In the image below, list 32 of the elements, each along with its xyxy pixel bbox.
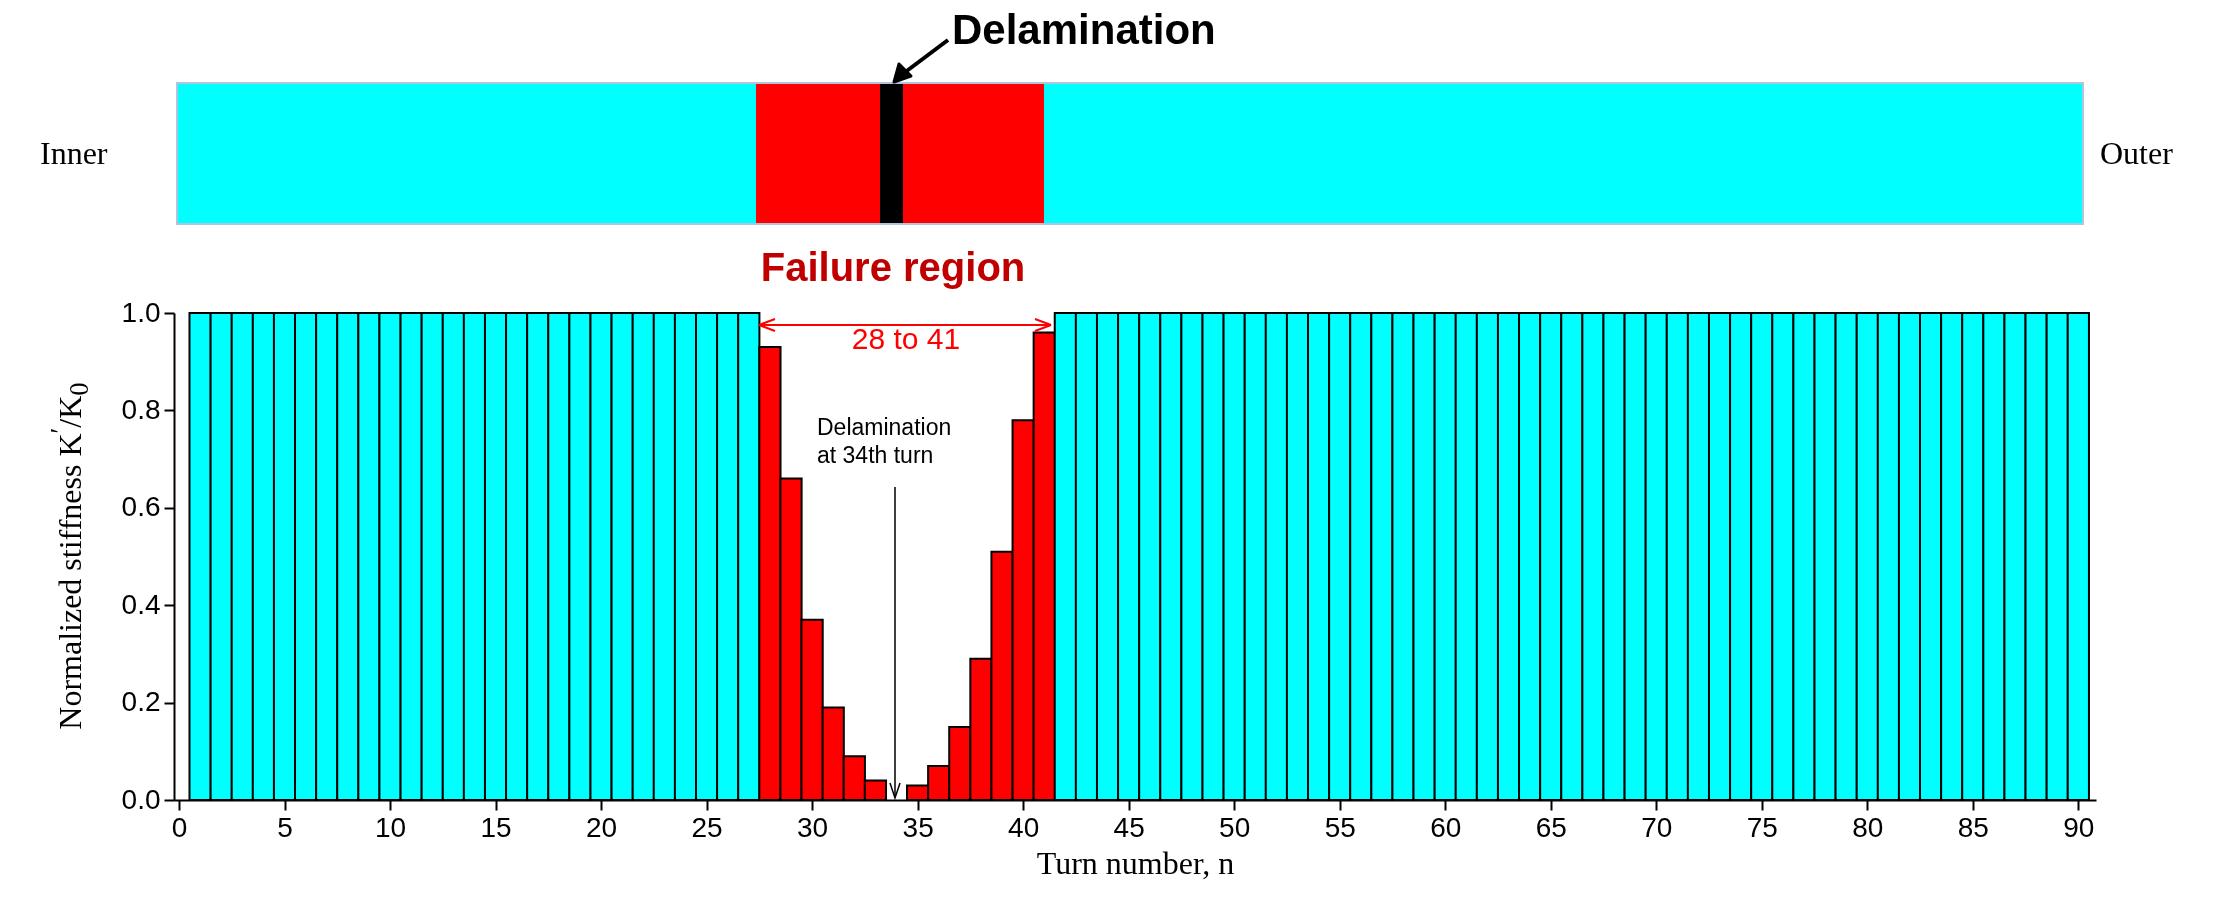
x-tick-label: 65 bbox=[1535, 811, 1567, 843]
x-tick-label: 45 bbox=[1113, 811, 1145, 843]
x-tick-label: 70 bbox=[1641, 811, 1673, 843]
x-tick-label: 90 bbox=[2063, 811, 2095, 843]
annotation: Delamination at 34th turn bbox=[817, 414, 953, 470]
y-tick-label: 0.4 bbox=[121, 588, 161, 620]
x-axis-title: Turn number, n bbox=[1036, 844, 1235, 881]
text: Inner bbox=[40, 135, 108, 171]
x-tick-label: 0 bbox=[171, 811, 188, 843]
x-tick-label: 35 bbox=[902, 811, 934, 843]
text: Outer bbox=[2100, 135, 2173, 171]
y-tick-label: 0.2 bbox=[121, 686, 161, 718]
text: Failure region bbox=[760, 245, 1026, 289]
x-tick-label: 25 bbox=[691, 811, 723, 843]
y-tick-label: 0.0 bbox=[121, 783, 161, 815]
text: Delamination bbox=[952, 6, 1216, 53]
x-tick-label: 75 bbox=[1746, 811, 1778, 843]
annotation: 28 to 41 bbox=[851, 322, 961, 355]
x-tick-label: 85 bbox=[1957, 811, 1989, 843]
x-tick-label: 15 bbox=[480, 811, 512, 843]
x-tick-label: 5 bbox=[277, 811, 293, 843]
x-tick-label: 50 bbox=[1219, 811, 1251, 843]
y-tick-label: 0.8 bbox=[121, 393, 161, 425]
x-tick-label: 20 bbox=[586, 811, 618, 843]
x-tick-label: 40 bbox=[1008, 811, 1040, 843]
x-tick-label: 55 bbox=[1324, 811, 1356, 843]
x-tick-label: 10 bbox=[374, 811, 407, 843]
x-tick-label: 30 bbox=[797, 811, 829, 843]
y-tick-label: 0.6 bbox=[121, 491, 161, 523]
x-tick-label: 60 bbox=[1430, 811, 1462, 843]
x-tick-label: 80 bbox=[1852, 811, 1884, 843]
y-tick-label: 1.0 bbox=[121, 296, 161, 328]
